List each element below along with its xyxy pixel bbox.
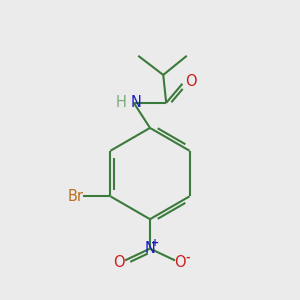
Text: +: + (151, 238, 159, 248)
Text: -: - (185, 253, 190, 262)
Text: H: H (116, 95, 127, 110)
Text: N: N (131, 95, 142, 110)
Text: O: O (185, 74, 197, 89)
Text: O: O (175, 255, 186, 270)
Text: O: O (113, 255, 124, 270)
Text: N: N (145, 241, 155, 256)
Text: Br: Br (68, 189, 84, 204)
